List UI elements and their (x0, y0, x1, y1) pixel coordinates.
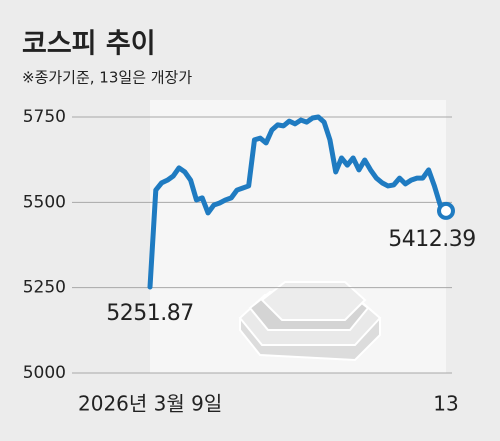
y-tick-label: 5750 (23, 107, 66, 127)
y-tick-label: 5250 (23, 278, 66, 298)
line-series (147, 114, 449, 290)
pedestal (238, 281, 382, 362)
annotation: 5251.87 (106, 301, 193, 326)
y-tick-label: 5500 (23, 192, 66, 212)
x-tick-label: 2026년 3월 9일 (78, 392, 222, 416)
chart-title: 코스피 추이 (22, 29, 156, 60)
end-marker (437, 201, 455, 220)
y-tick-label: 5000 (23, 363, 66, 383)
annotation: 5412.39 (388, 227, 475, 252)
chart-subtitle: ※종가기준, 13일은 개장가 (22, 69, 192, 87)
x-tick-label: 13 (433, 392, 458, 416)
